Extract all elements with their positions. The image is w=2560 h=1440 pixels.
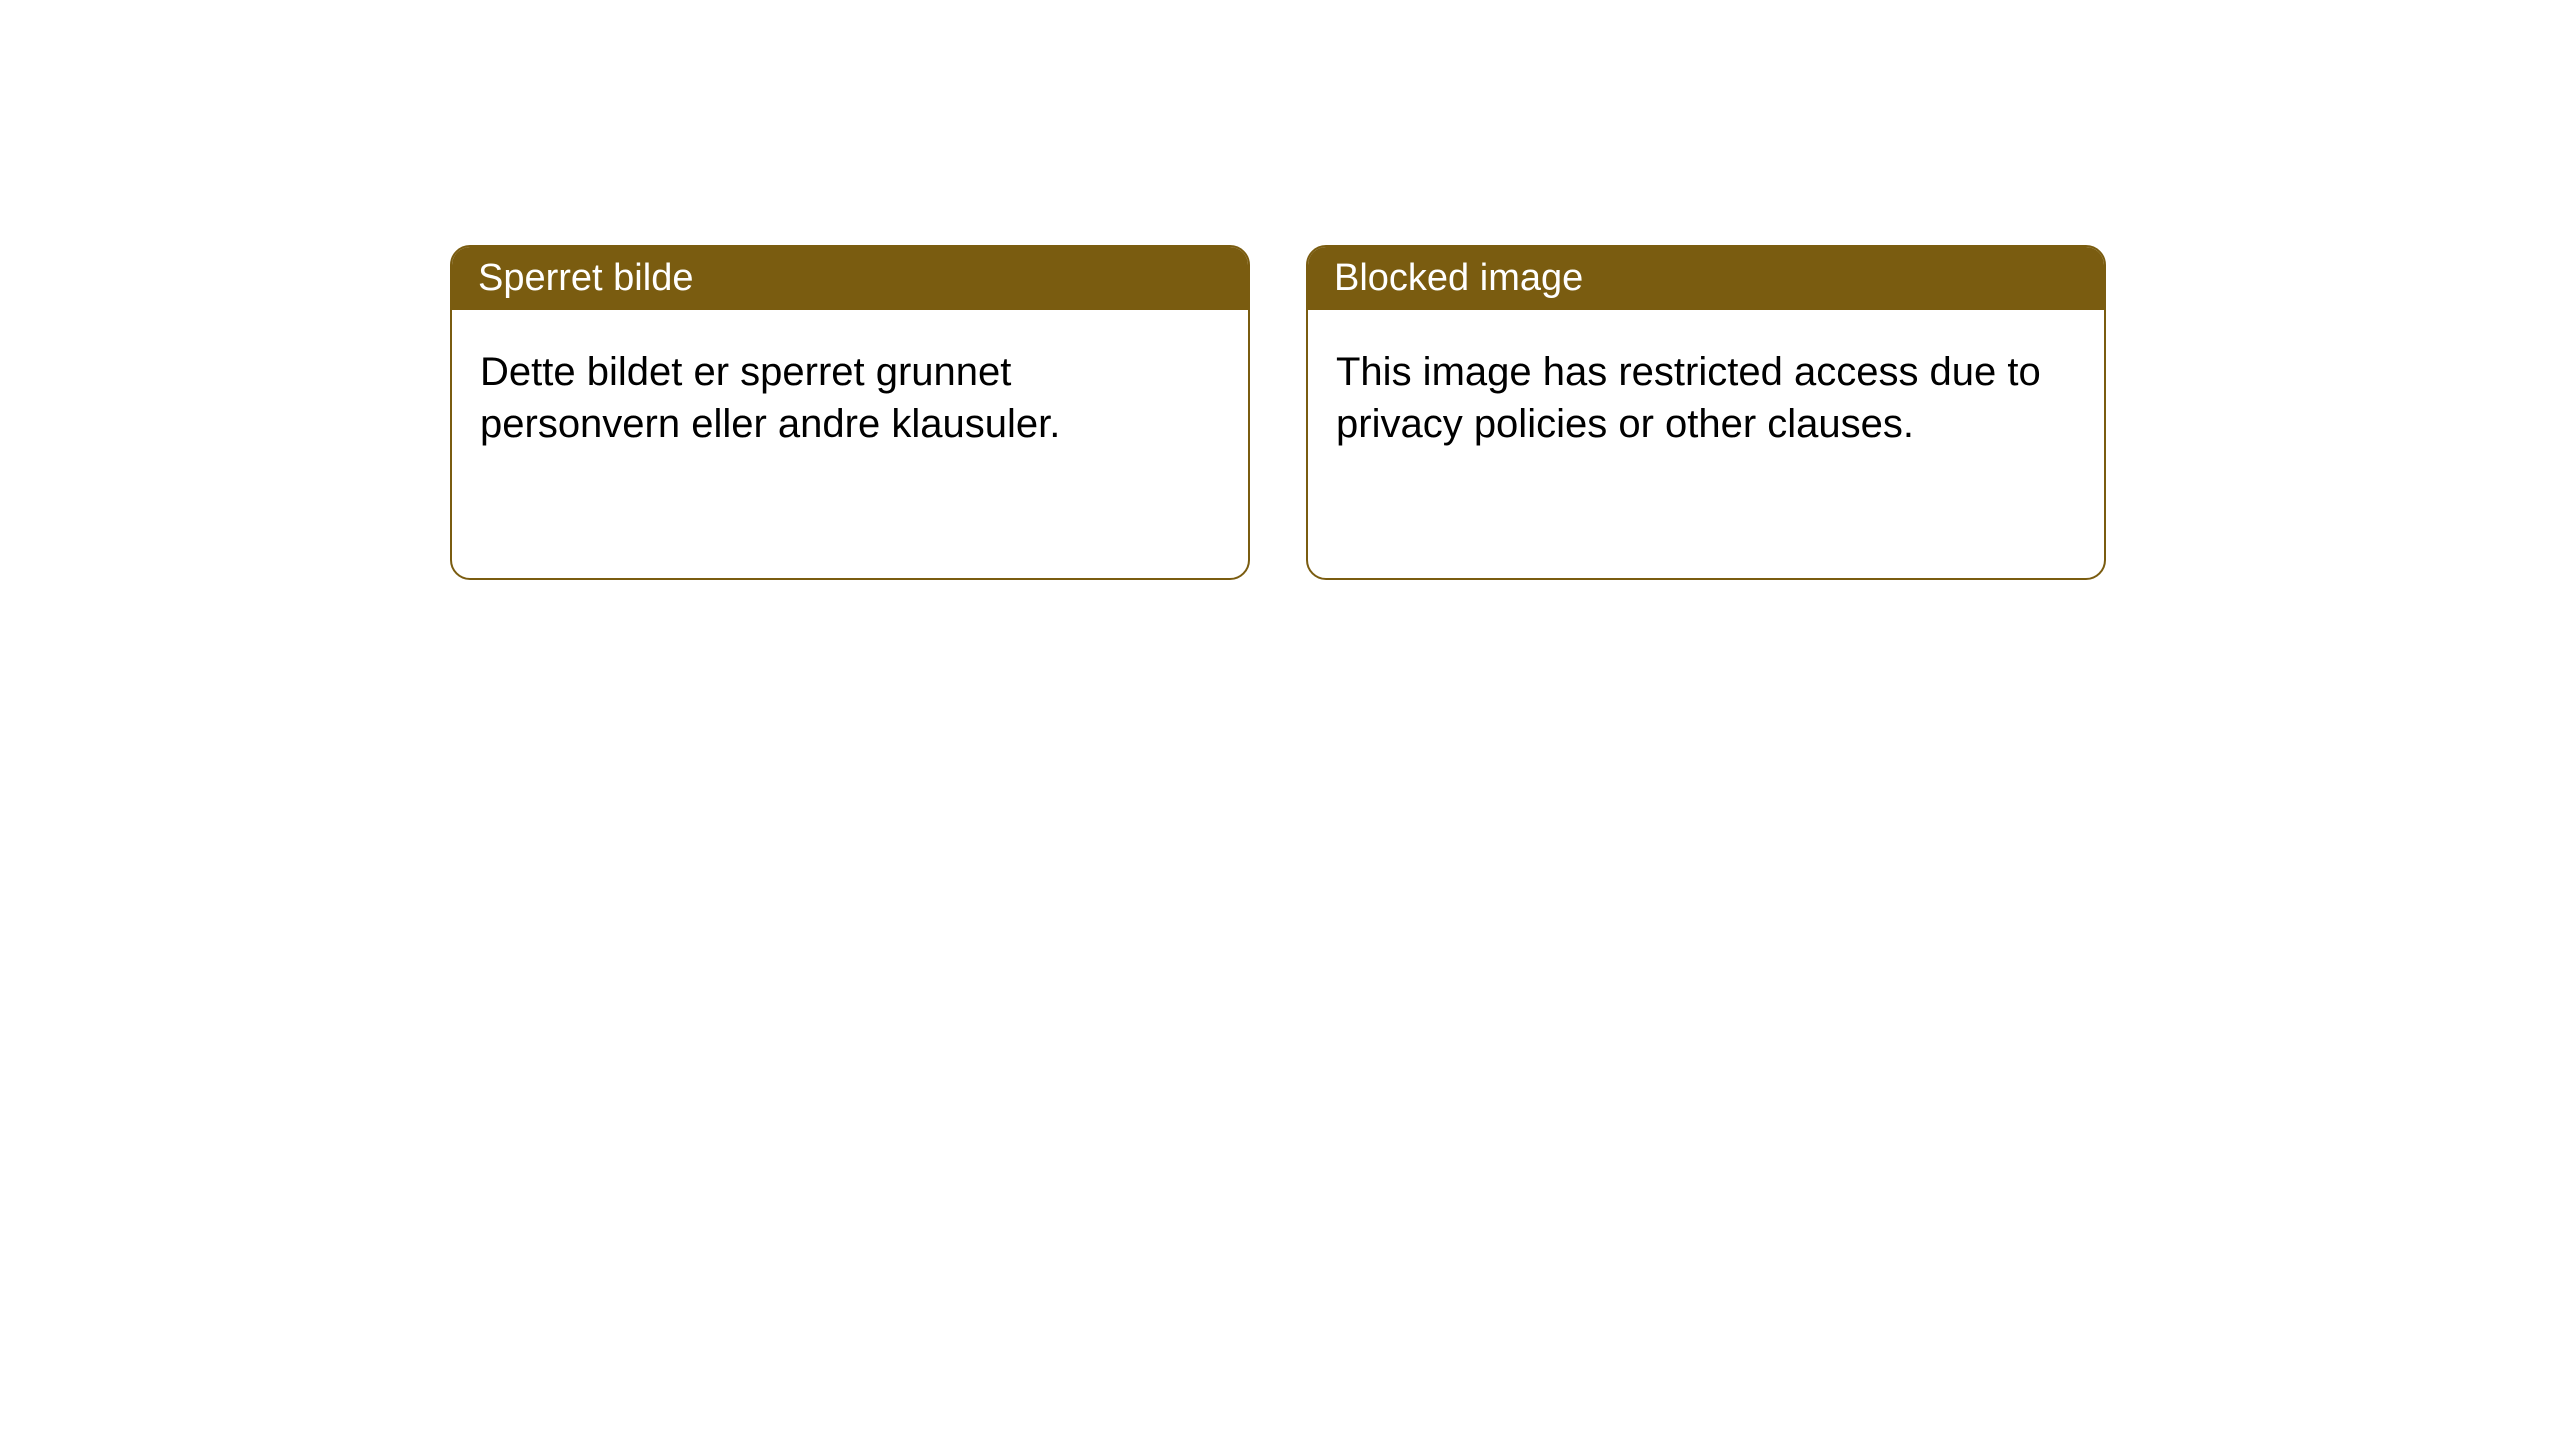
card-header: Blocked image	[1308, 247, 2104, 310]
card-title: Blocked image	[1334, 257, 1583, 299]
card-body: Dette bildet er sperret grunnet personve…	[452, 310, 1248, 486]
notice-cards-row: Sperret bilde Dette bildet er sperret gr…	[0, 0, 2560, 580]
blocked-image-card-english: Blocked image This image has restricted …	[1306, 245, 2106, 580]
card-body-text: Dette bildet er sperret grunnet personve…	[480, 350, 1060, 446]
card-body-text: This image has restricted access due to …	[1336, 350, 2041, 446]
card-body: This image has restricted access due to …	[1308, 310, 2104, 486]
card-header: Sperret bilde	[452, 247, 1248, 310]
blocked-image-card-norwegian: Sperret bilde Dette bildet er sperret gr…	[450, 245, 1250, 580]
card-title: Sperret bilde	[478, 257, 693, 299]
